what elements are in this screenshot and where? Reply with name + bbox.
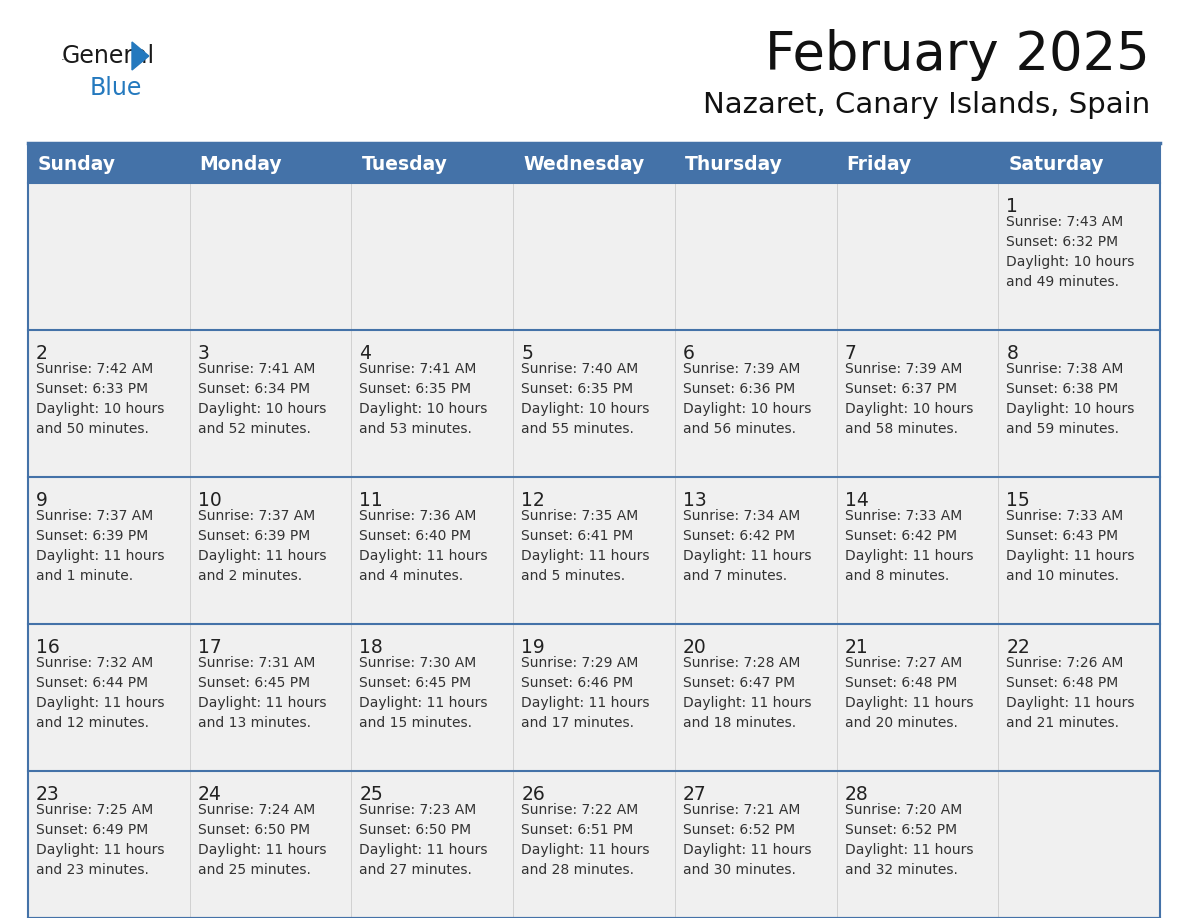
Text: 21: 21 [845,638,868,657]
Text: 11: 11 [360,491,384,510]
Text: 14: 14 [845,491,868,510]
Text: 28: 28 [845,785,868,804]
Text: Sunrise: 7:33 AM
Sunset: 6:43 PM
Daylight: 11 hours
and 10 minutes.: Sunrise: 7:33 AM Sunset: 6:43 PM Dayligh… [1006,509,1135,583]
Text: 1: 1 [1006,197,1018,216]
Text: Sunrise: 7:41 AM
Sunset: 6:34 PM
Daylight: 10 hours
and 52 minutes.: Sunrise: 7:41 AM Sunset: 6:34 PM Dayligh… [197,362,326,436]
Text: Sunrise: 7:28 AM
Sunset: 6:47 PM
Daylight: 11 hours
and 18 minutes.: Sunrise: 7:28 AM Sunset: 6:47 PM Dayligh… [683,656,811,730]
Bar [29,624,1159,771]
Text: Sunrise: 7:36 AM
Sunset: 6:40 PM
Daylight: 11 hours
and 4 minutes.: Sunrise: 7:36 AM Sunset: 6:40 PM Dayligh… [360,509,488,583]
Text: Tuesday: Tuesday [361,154,448,174]
Text: Sunrise: 7:35 AM
Sunset: 6:41 PM
Daylight: 11 hours
and 5 minutes.: Sunrise: 7:35 AM Sunset: 6:41 PM Dayligh… [522,509,650,583]
Text: Blue: Blue [90,76,143,100]
Text: Sunrise: 7:32 AM
Sunset: 6:44 PM
Daylight: 11 hours
and 12 minutes.: Sunrise: 7:32 AM Sunset: 6:44 PM Dayligh… [36,656,164,730]
Text: 26: 26 [522,785,545,804]
Text: Sunrise: 7:37 AM
Sunset: 6:39 PM
Daylight: 11 hours
and 2 minutes.: Sunrise: 7:37 AM Sunset: 6:39 PM Dayligh… [197,509,327,583]
Text: Sunrise: 7:30 AM
Sunset: 6:45 PM
Daylight: 11 hours
and 15 minutes.: Sunrise: 7:30 AM Sunset: 6:45 PM Dayligh… [360,656,488,730]
Text: 19: 19 [522,638,545,657]
Text: Sunrise: 7:40 AM
Sunset: 6:35 PM
Daylight: 10 hours
and 55 minutes.: Sunrise: 7:40 AM Sunset: 6:35 PM Dayligh… [522,362,650,436]
Text: Sunrise: 7:23 AM
Sunset: 6:50 PM
Daylight: 11 hours
and 27 minutes.: Sunrise: 7:23 AM Sunset: 6:50 PM Dayligh… [360,803,488,878]
Text: 15: 15 [1006,491,1030,510]
Bar [29,477,1159,624]
Text: Sunrise: 7:39 AM
Sunset: 6:36 PM
Daylight: 10 hours
and 56 minutes.: Sunrise: 7:39 AM Sunset: 6:36 PM Dayligh… [683,362,811,436]
Bar [29,771,1159,918]
Text: Sunrise: 7:42 AM
Sunset: 6:33 PM
Daylight: 10 hours
and 50 minutes.: Sunrise: 7:42 AM Sunset: 6:33 PM Dayligh… [36,362,164,436]
Text: 3: 3 [197,344,209,363]
Text: Sunrise: 7:38 AM
Sunset: 6:38 PM
Daylight: 10 hours
and 59 minutes.: Sunrise: 7:38 AM Sunset: 6:38 PM Dayligh… [1006,362,1135,436]
Bar [29,145,1159,183]
Text: 7: 7 [845,344,857,363]
Text: Sunrise: 7:37 AM
Sunset: 6:39 PM
Daylight: 11 hours
and 1 minute.: Sunrise: 7:37 AM Sunset: 6:39 PM Dayligh… [36,509,164,583]
Text: Sunrise: 7:43 AM
Sunset: 6:32 PM
Daylight: 10 hours
and 49 minutes.: Sunrise: 7:43 AM Sunset: 6:32 PM Dayligh… [1006,215,1135,289]
Text: 16: 16 [36,638,59,657]
Bar [29,145,1159,918]
Text: Sunrise: 7:21 AM
Sunset: 6:52 PM
Daylight: 11 hours
and 30 minutes.: Sunrise: 7:21 AM Sunset: 6:52 PM Dayligh… [683,803,811,878]
Text: Sunrise: 7:26 AM
Sunset: 6:48 PM
Daylight: 11 hours
and 21 minutes.: Sunrise: 7:26 AM Sunset: 6:48 PM Dayligh… [1006,656,1135,730]
Text: General: General [62,44,156,68]
Text: 22: 22 [1006,638,1030,657]
Text: 18: 18 [360,638,384,657]
Text: 6: 6 [683,344,695,363]
Text: 20: 20 [683,638,707,657]
Text: Wednesday: Wednesday [523,154,644,174]
Text: Sunrise: 7:39 AM
Sunset: 6:37 PM
Daylight: 10 hours
and 58 minutes.: Sunrise: 7:39 AM Sunset: 6:37 PM Dayligh… [845,362,973,436]
Text: Sunrise: 7:20 AM
Sunset: 6:52 PM
Daylight: 11 hours
and 32 minutes.: Sunrise: 7:20 AM Sunset: 6:52 PM Dayligh… [845,803,973,878]
Text: Sunrise: 7:25 AM
Sunset: 6:49 PM
Daylight: 11 hours
and 23 minutes.: Sunrise: 7:25 AM Sunset: 6:49 PM Dayligh… [36,803,164,878]
Text: Friday: Friday [847,154,912,174]
Text: 10: 10 [197,491,221,510]
Text: 27: 27 [683,785,707,804]
Text: Sunrise: 7:34 AM
Sunset: 6:42 PM
Daylight: 11 hours
and 7 minutes.: Sunrise: 7:34 AM Sunset: 6:42 PM Dayligh… [683,509,811,583]
Text: 25: 25 [360,785,384,804]
Text: 17: 17 [197,638,221,657]
Text: Monday: Monday [200,154,283,174]
Text: 4: 4 [360,344,372,363]
Text: Sunrise: 7:24 AM
Sunset: 6:50 PM
Daylight: 11 hours
and 25 minutes.: Sunrise: 7:24 AM Sunset: 6:50 PM Dayligh… [197,803,327,878]
Text: Sunrise: 7:27 AM
Sunset: 6:48 PM
Daylight: 11 hours
and 20 minutes.: Sunrise: 7:27 AM Sunset: 6:48 PM Dayligh… [845,656,973,730]
Text: 13: 13 [683,491,707,510]
Text: Saturday: Saturday [1009,154,1104,174]
Text: 24: 24 [197,785,222,804]
Text: 23: 23 [36,785,59,804]
Text: Sunrise: 7:29 AM
Sunset: 6:46 PM
Daylight: 11 hours
and 17 minutes.: Sunrise: 7:29 AM Sunset: 6:46 PM Dayligh… [522,656,650,730]
Text: 2: 2 [36,344,48,363]
Text: 5: 5 [522,344,533,363]
Text: Sunrise: 7:33 AM
Sunset: 6:42 PM
Daylight: 11 hours
and 8 minutes.: Sunrise: 7:33 AM Sunset: 6:42 PM Dayligh… [845,509,973,583]
Text: Sunrise: 7:22 AM
Sunset: 6:51 PM
Daylight: 11 hours
and 28 minutes.: Sunrise: 7:22 AM Sunset: 6:51 PM Dayligh… [522,803,650,878]
Text: #1a1a1a: #1a1a1a [62,60,69,61]
Bar [29,183,1159,330]
Text: 9: 9 [36,491,48,510]
Text: Sunrise: 7:31 AM
Sunset: 6:45 PM
Daylight: 11 hours
and 13 minutes.: Sunrise: 7:31 AM Sunset: 6:45 PM Dayligh… [197,656,327,730]
Text: Thursday: Thursday [684,154,783,174]
Text: Nazaret, Canary Islands, Spain: Nazaret, Canary Islands, Spain [703,91,1150,119]
Text: February 2025: February 2025 [765,29,1150,81]
Polygon shape [132,42,148,70]
Text: Sunrise: 7:41 AM
Sunset: 6:35 PM
Daylight: 10 hours
and 53 minutes.: Sunrise: 7:41 AM Sunset: 6:35 PM Dayligh… [360,362,488,436]
Text: 12: 12 [522,491,545,510]
Text: Sunday: Sunday [38,154,116,174]
Text: 8: 8 [1006,344,1018,363]
Bar [29,330,1159,477]
